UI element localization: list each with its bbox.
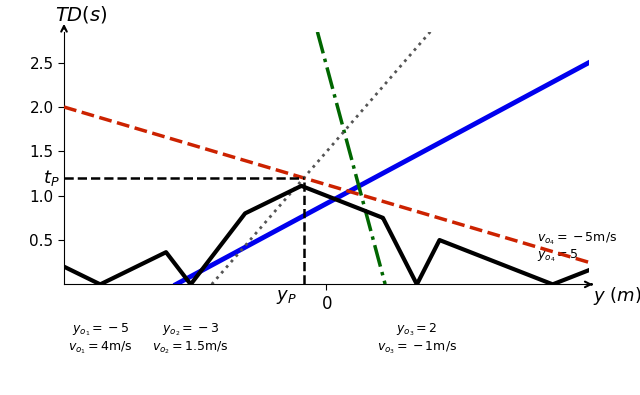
Text: $TD(s)$: $TD(s)$ — [55, 4, 108, 24]
Text: $y_{o_1}=-5$: $y_{o_1}=-5$ — [72, 322, 129, 338]
Text: $v_{o_3}=-1\mathrm{m/s}$: $v_{o_3}=-1\mathrm{m/s}$ — [377, 339, 457, 356]
Text: $v_{o_1}=4\mathrm{m/s}$: $v_{o_1}=4\mathrm{m/s}$ — [68, 339, 132, 356]
Text: $v_{o_4}=-5\mathrm{m/s}$: $v_{o_4}=-5\mathrm{m/s}$ — [537, 230, 617, 246]
Text: $y_{o_3}=2$: $y_{o_3}=2$ — [396, 322, 438, 338]
Text: $y_{o_2}=-3$: $y_{o_2}=-3$ — [162, 322, 220, 338]
Text: $y_P$: $y_P$ — [276, 288, 297, 306]
Text: $v_{o_2}=1.5\mathrm{m/s}$: $v_{o_2}=1.5\mathrm{m/s}$ — [152, 339, 229, 356]
Text: $t_P$: $t_P$ — [43, 168, 60, 188]
Text: $y_{o_4}=5$: $y_{o_4}=5$ — [537, 248, 579, 264]
Text: $y\ (m)$: $y\ (m)$ — [593, 285, 640, 307]
